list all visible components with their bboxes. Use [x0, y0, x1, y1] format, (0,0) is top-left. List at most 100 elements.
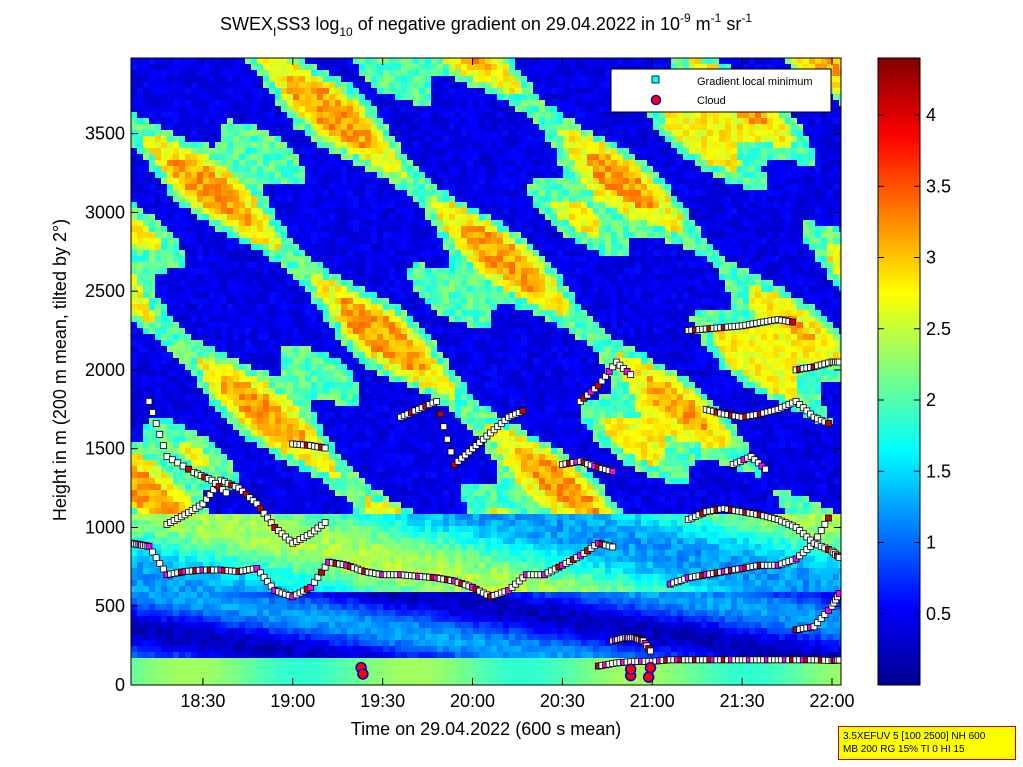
y-tick-label: 2000 — [85, 360, 125, 380]
gradient-minimum-point — [267, 582, 275, 590]
gradient-minimum-point — [835, 553, 841, 561]
cloud-point — [644, 661, 657, 674]
gradient-minimum-point — [440, 423, 448, 431]
gradient-minimum-point — [264, 578, 272, 586]
gradient-minimum-point — [789, 318, 796, 326]
colorbar-tick-label: 2.5 — [926, 319, 951, 339]
x-axis: 18:30 19:00 19:30 20:00 20:30 21:00 21:30 22:00 — [180, 58, 855, 711]
x-tick-label: 18:30 — [180, 691, 225, 711]
gradient-minimum-point — [159, 565, 167, 573]
gradient-minimum-point — [519, 407, 527, 415]
y-tick-label: 500 — [95, 596, 125, 616]
gradient-minimum-point — [260, 573, 268, 581]
x-tick-label: 20:00 — [450, 691, 495, 711]
colorbar-ticks: 0.5 1 1.5 2 2.5 3 3.5 4 — [878, 105, 951, 624]
gradient-minimum-point — [810, 623, 818, 631]
gradient-minimum-point — [825, 606, 832, 614]
gradient-minimum-point — [199, 500, 207, 508]
y-axis-label: Height in m (200 m mean, tilted by 2°) — [50, 219, 70, 521]
gradient-minimum-point — [821, 611, 829, 618]
x-tick-label: 19:30 — [360, 691, 405, 711]
legend-circle-marker — [650, 94, 662, 106]
gradient-minimum-point — [835, 358, 841, 366]
gradient-minimum-point — [321, 519, 329, 526]
gradient-minimum-point — [318, 568, 325, 576]
legend-label-gradient: Gradient local minimum — [697, 76, 813, 88]
gradient-minimum-point — [817, 527, 825, 535]
y-axis: 0 500 1000 1500 2000 2500 3000 3500 — [85, 124, 841, 695]
gradient-minimum-point — [222, 489, 230, 497]
gradient-minimum-point — [821, 520, 829, 528]
gradient-minimum-point — [598, 377, 606, 385]
gradient-minimum-point — [206, 490, 214, 498]
gradient-minimum-point — [156, 431, 164, 438]
gradient-minimum-point — [152, 420, 160, 427]
legend-label-cloud: Cloud — [697, 95, 726, 107]
gradient-minimum-point — [152, 554, 160, 562]
chart-title: SWEXISS3 log10 of negative gradient on 2… — [220, 11, 752, 39]
colorbar-tick-label: 4 — [926, 105, 936, 125]
gradient-minimum-point — [447, 448, 455, 456]
x-tick-label: 20:30 — [540, 691, 585, 711]
gradient-minimum-point — [253, 500, 261, 508]
gradient-minimum-markers — [131, 316, 841, 670]
x-axis-label: Time on 29.04.2022 (600 s mean) — [351, 719, 622, 739]
gradient-minimum-point — [609, 467, 617, 475]
gradient-minimum-point — [149, 409, 156, 416]
info-line-1: 3.5XEFUV 5 [100 2500] NH 600 — [843, 731, 986, 742]
gradient-minimum-point — [817, 615, 825, 622]
legend-square-marker — [651, 75, 660, 84]
gradient-minimum-point — [257, 569, 264, 577]
y-tick-label: 0 — [115, 675, 125, 695]
gradient-minimum-point — [307, 583, 315, 591]
gradient-minimum-point — [260, 509, 268, 517]
gradient-minimum-point — [264, 514, 272, 522]
colorbar-tick-label: 3 — [926, 248, 936, 268]
gradient-minimum-point — [145, 542, 153, 550]
gradient-minimum-point — [433, 398, 440, 405]
y-tick-label: 3500 — [85, 124, 125, 144]
gradient-minimum-point — [602, 372, 609, 380]
gradient-minimum-point — [310, 578, 318, 586]
gradient-minimum-point — [314, 573, 322, 581]
settings-info-box: 3.5XEFUV 5 [100 2500] NH 600 MB 200 RG 1… — [838, 726, 1016, 760]
cloud-point — [357, 668, 369, 680]
cloud-markers — [355, 661, 657, 683]
gradient-minimum-point — [443, 435, 451, 443]
gradient-minimum-point — [594, 382, 602, 390]
gradient-minimum-point — [609, 543, 617, 551]
x-tick-label: 21:30 — [720, 691, 765, 711]
y-tick-label: 1000 — [85, 517, 125, 537]
gradient-minimum-point — [762, 465, 769, 473]
gradient-minimum-point — [825, 420, 832, 427]
gradient-minimum-point — [835, 590, 841, 598]
gradient-minimum-point — [253, 565, 261, 572]
gradient-minimum-point — [203, 495, 210, 503]
gradient-minimum-point — [609, 363, 617, 371]
gradient-minimum-point — [321, 563, 329, 571]
gradient-minimum-point — [627, 371, 635, 379]
colorbar-tick-label: 0.5 — [926, 604, 951, 624]
colorbar-tick-label: 2 — [926, 390, 936, 410]
x-tick-label: 22:00 — [809, 691, 854, 711]
legend-box — [610, 68, 832, 113]
plot-frame — [130, 57, 842, 686]
legend: Gradient local minimum Cloud — [610, 68, 832, 113]
colorbar-gradient — [877, 57, 921, 686]
y-tick-label: 3000 — [85, 202, 125, 222]
gradient-minimum-point — [647, 647, 654, 655]
colorbar: 0.5 1 1.5 2 2.5 3 3.5 4 — [877, 57, 951, 686]
gradient-minimum-point — [436, 410, 444, 418]
gradient-minimum-point — [321, 444, 329, 452]
colorbar-tick-label: 1 — [926, 533, 936, 553]
gradient-minimum-point — [605, 368, 613, 375]
gradient-minimum-point — [145, 398, 153, 405]
gradient-minimum-point — [159, 442, 167, 449]
gradient-minimum-point — [835, 656, 841, 664]
x-tick-label: 19:00 — [270, 691, 315, 711]
gradient-minimum-point — [257, 505, 264, 512]
y-tick-label: 2500 — [85, 281, 125, 301]
info-line-2: MB 200 RG 15% TI 0 HI 15 — [843, 744, 965, 755]
y-tick-label: 1500 — [85, 439, 125, 459]
